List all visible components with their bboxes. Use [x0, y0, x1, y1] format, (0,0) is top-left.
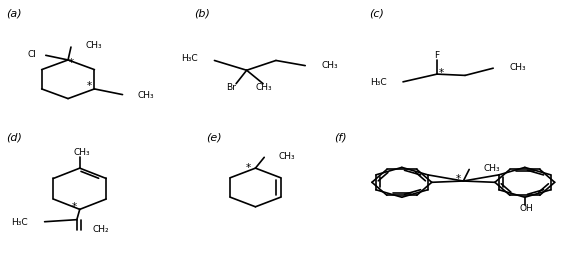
- Text: F: F: [434, 51, 440, 60]
- Text: H₃C: H₃C: [12, 218, 28, 227]
- Text: *: *: [69, 58, 73, 68]
- Text: Br: Br: [227, 83, 237, 92]
- Text: *: *: [456, 175, 461, 184]
- Text: *: *: [87, 81, 92, 91]
- Text: CH₃: CH₃: [509, 63, 525, 72]
- Text: (b): (b): [194, 9, 210, 18]
- Text: *: *: [246, 163, 251, 173]
- Text: (d): (d): [6, 132, 22, 142]
- Text: CH₃: CH₃: [256, 83, 272, 92]
- Text: CH₂: CH₂: [93, 226, 109, 234]
- Text: (a): (a): [6, 9, 22, 18]
- Text: (c): (c): [370, 9, 384, 18]
- Text: CH₃: CH₃: [73, 148, 90, 157]
- Text: CH₃: CH₃: [279, 152, 295, 161]
- Text: *: *: [72, 202, 76, 212]
- Text: CH₃: CH₃: [86, 40, 102, 49]
- Text: *: *: [438, 68, 444, 78]
- Text: CH₃: CH₃: [484, 164, 501, 173]
- Text: (e): (e): [205, 132, 221, 142]
- Text: OH: OH: [519, 204, 534, 213]
- Text: (f): (f): [335, 132, 347, 142]
- Text: CH₃: CH₃: [321, 61, 338, 70]
- Text: CH₃: CH₃: [138, 91, 154, 100]
- Text: H₃C: H₃C: [370, 78, 387, 87]
- Text: H₃C: H₃C: [181, 54, 198, 63]
- Text: Cl: Cl: [28, 50, 36, 59]
